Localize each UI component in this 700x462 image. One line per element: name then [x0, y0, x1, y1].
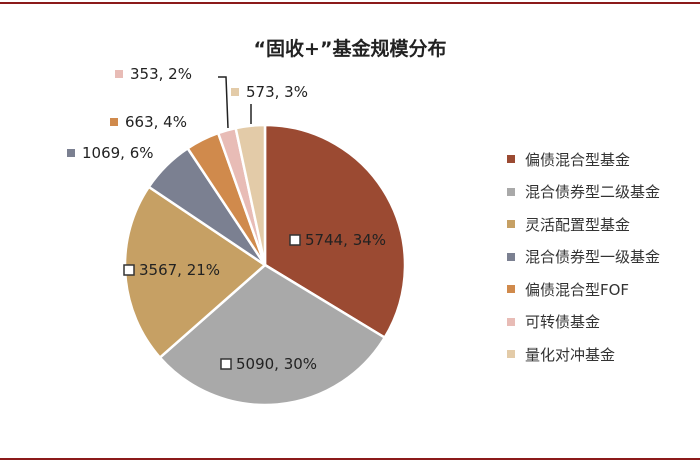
legend-label: 偏债混合型FOF: [525, 280, 630, 299]
legend-item: 量化对冲基金: [507, 338, 660, 371]
legend-swatch: [507, 187, 515, 196]
legend-swatch: [507, 155, 515, 164]
data-label: 5744, 34%: [305, 231, 386, 249]
pie-slice: [234, 123, 267, 266]
legend-item: 可转债基金: [507, 306, 660, 339]
legend-label: 偏债混合型基金: [525, 150, 631, 169]
legend-item: 偏债混合型FOF: [507, 273, 660, 306]
legend-swatch: [507, 285, 515, 294]
legend-label: 量化对冲基金: [525, 345, 616, 364]
data-label-marker: [67, 149, 75, 157]
data-label-marker: [115, 70, 123, 78]
data-label: 573, 3%: [246, 83, 308, 101]
data-label-marker: [220, 358, 232, 370]
data-label: 353, 2%: [130, 65, 192, 83]
top-border-rule: [0, 2, 700, 4]
legend-swatch: [507, 317, 515, 326]
chart-title: “固收+”基金规模分布: [253, 38, 447, 60]
legend-swatch: [507, 252, 515, 261]
data-label-marker: [231, 88, 239, 96]
data-label: 3567, 21%: [139, 261, 220, 279]
data-label: 1069, 6%: [82, 144, 154, 162]
legend-item: 灵活配置型基金: [507, 208, 660, 241]
pie-slice: [263, 123, 407, 340]
data-label-marker: [123, 264, 135, 276]
legend-label: 可转债基金: [525, 313, 601, 332]
data-label-marker: [110, 118, 118, 126]
legend-label: 灵活配置型基金: [525, 215, 631, 234]
leader-line: [218, 76, 229, 129]
legend-item: 混合债券型一级基金: [507, 241, 660, 274]
chart-legend: 偏债混合型基金混合债券型二级基金 灵活配置型基金混合债券型一级基金 偏债混合型FOF…: [507, 143, 660, 371]
legend-item: 偏债混合型基金: [507, 143, 660, 176]
legend-swatch: [507, 220, 515, 229]
legend-label: 混合债券型一级基金: [525, 248, 661, 267]
bottom-border-rule: [0, 458, 700, 460]
legend-label: 混合债券型二级基金: [525, 183, 661, 202]
pie-slice: [158, 263, 387, 407]
data-label: 663, 4%: [125, 113, 187, 131]
legend-swatch: [507, 350, 515, 359]
legend-item: 混合债券型二级基金: [507, 176, 660, 209]
data-label: 5090, 30%: [236, 355, 317, 373]
data-label-marker: [289, 234, 301, 246]
